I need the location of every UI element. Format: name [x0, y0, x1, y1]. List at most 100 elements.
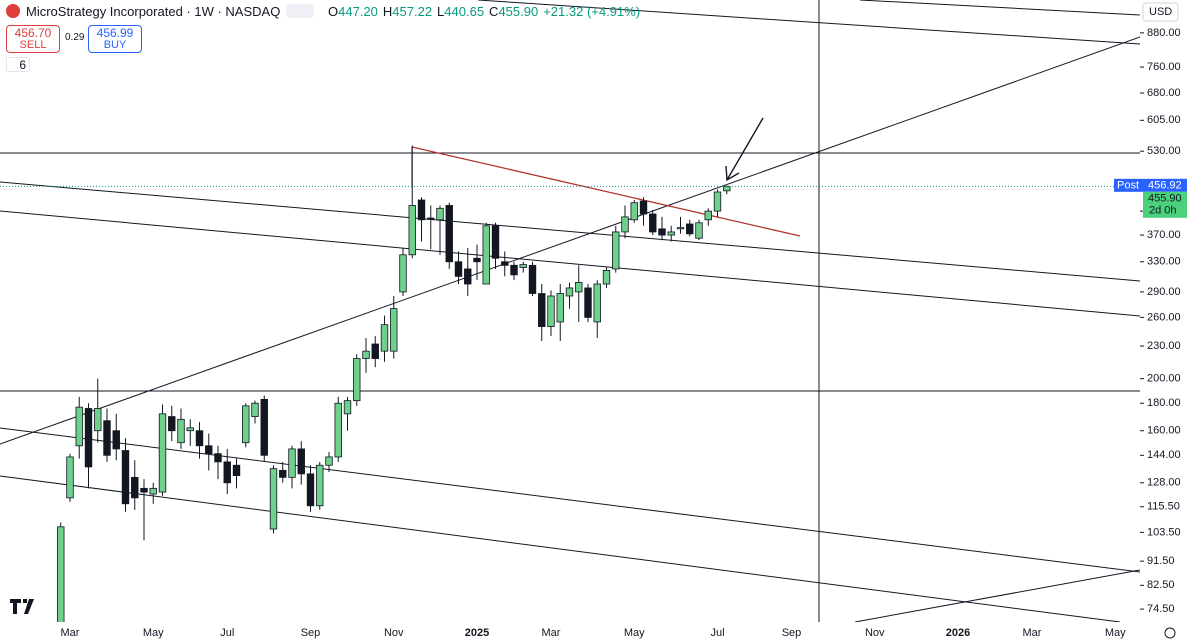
trend-line — [0, 210, 1140, 317]
sell-price[interactable]: 456.70 — [14, 26, 52, 40]
candles — [57, 145, 731, 622]
y-tick-label: 230.00 — [1147, 340, 1181, 352]
candle-body — [251, 402, 259, 417]
y-tick-label: 74.50 — [1147, 603, 1175, 615]
candle-body — [713, 191, 722, 212]
candle-body — [602, 270, 611, 285]
ohlc-value: 457.22 — [392, 4, 433, 19]
candle-body — [501, 261, 509, 266]
indicators-toggle[interactable]: 6 — [6, 57, 30, 72]
candle-body — [260, 398, 268, 456]
candle-body — [676, 227, 685, 230]
candle-body — [510, 264, 518, 276]
candle-body — [704, 210, 712, 221]
candle-body — [399, 254, 407, 293]
candle-body — [297, 448, 305, 475]
y-tick-label: 82.50 — [1147, 579, 1175, 591]
candle-body — [464, 268, 472, 285]
candle-body — [279, 469, 287, 478]
candle-body — [575, 282, 583, 293]
ohlc-key: O — [328, 4, 339, 19]
candle-body — [686, 223, 694, 235]
currency-box[interactable] — [1142, 2, 1179, 22]
candle-body — [66, 456, 74, 499]
price-axis — [1140, 0, 1199, 644]
candle-body — [417, 199, 426, 221]
x-tick-label: 2025 — [465, 627, 489, 639]
y-tick-label: 760.00 — [1147, 61, 1181, 73]
sell-label[interactable]: SELL — [19, 39, 47, 51]
candle-body — [214, 453, 222, 463]
candle-body — [195, 430, 204, 447]
x-tick-label: Sep — [301, 627, 321, 639]
flags[interactable] — [286, 4, 314, 18]
countdown: 2d 0h — [1149, 205, 1177, 217]
candle-body — [390, 308, 398, 352]
candle-body — [380, 324, 389, 352]
trend-line — [477, 0, 1140, 45]
buy-label[interactable]: BUY — [103, 39, 127, 51]
candle-body — [94, 408, 102, 432]
x-tick-label: May — [143, 627, 164, 639]
y-tick-label: 180.00 — [1147, 397, 1181, 409]
currency[interactable]: USD — [1149, 6, 1172, 18]
candle-body — [436, 207, 444, 221]
sell-button[interactable]: 456.70 SELL — [6, 25, 60, 53]
candle-body — [473, 257, 481, 263]
ohlc-value: 447.20 — [338, 4, 378, 19]
y-tick-label: 880.00 — [1147, 27, 1181, 39]
candle-body — [519, 264, 527, 268]
buy-price[interactable]: 456.99 — [96, 26, 134, 40]
y-tick-label: 103.50 — [1147, 526, 1181, 538]
candle-body — [343, 400, 352, 415]
candle-body — [232, 464, 241, 477]
change: +21.32 (+4.91%) — [543, 4, 641, 19]
trend-line — [0, 427, 1140, 573]
post-tag — [1114, 178, 1187, 192]
y-tick-label: 200.00 — [1147, 373, 1181, 385]
candle-body — [427, 217, 435, 220]
x-tick-label: Mar — [542, 627, 561, 639]
candle-body — [223, 461, 231, 484]
candle-body — [371, 343, 379, 359]
y-tick-label: 91.50 — [1147, 555, 1175, 567]
candle-body — [565, 287, 574, 297]
candle-body — [538, 293, 546, 327]
x-tick-label: Mar — [1023, 627, 1042, 639]
y-tick-label: 605.00 — [1147, 114, 1181, 126]
candle-body — [621, 216, 629, 233]
settings[interactable] — [1164, 627, 1176, 639]
ohlc-value: 440.65 — [444, 4, 485, 19]
arrow-head — [725, 165, 740, 182]
arrow — [726, 117, 764, 181]
candle-body — [353, 358, 361, 402]
y-tick-label: 530.00 — [1147, 145, 1181, 157]
candle-body — [334, 402, 342, 458]
candle-body — [630, 202, 638, 221]
candle-body — [723, 185, 731, 192]
buy-button[interactable]: 456.99 BUY — [88, 25, 142, 53]
post-label: Post — [1117, 180, 1139, 192]
spread: 0.29 — [65, 32, 85, 43]
candle-body — [454, 261, 463, 277]
ohlc-key: H — [382, 4, 393, 19]
candle-body — [269, 468, 278, 530]
y-tick-label: 290.00 — [1147, 286, 1181, 298]
candle-body — [593, 283, 601, 323]
candle-body — [140, 487, 148, 493]
trend-line — [0, 475, 1121, 622]
candle-body — [649, 213, 657, 233]
candle-body — [547, 295, 555, 327]
candle-body — [57, 526, 65, 622]
post-price: 456.92 — [1148, 180, 1182, 192]
last-tag — [1143, 191, 1187, 218]
y-tick-label: 128.00 — [1147, 477, 1181, 489]
x-tick-label: May — [1105, 627, 1126, 639]
y-tick-label: 260.00 — [1147, 311, 1181, 323]
candle-body — [612, 231, 620, 270]
candle-body — [639, 200, 648, 215]
trend-line — [854, 569, 1140, 622]
y-tick-label: 330.00 — [1147, 256, 1181, 268]
